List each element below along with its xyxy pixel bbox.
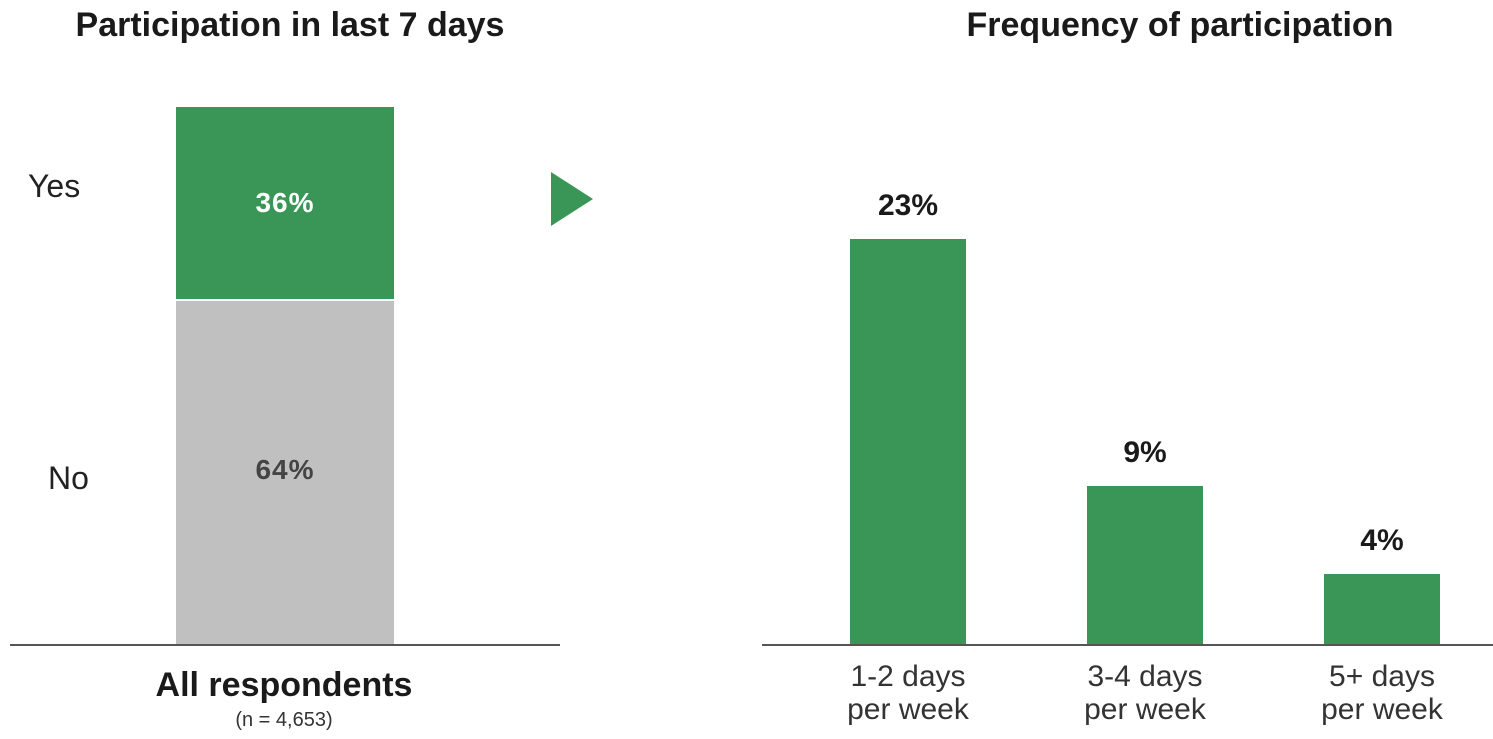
- series-label-no: No: [48, 460, 89, 496]
- bar-2: [1087, 485, 1203, 644]
- left-baseline: [10, 644, 560, 646]
- series-label-yes: Yes: [28, 168, 81, 204]
- bar-value-label-3: 4%: [1360, 523, 1404, 557]
- stack-segment-no: 64%: [176, 300, 394, 644]
- bar-1: [850, 239, 966, 644]
- stack-segment-yes-label: 36%: [255, 187, 315, 218]
- right-chart-title: Frequency of participation: [966, 6, 1394, 44]
- category-label-line: 5+ days: [1329, 660, 1435, 693]
- category-label-1: 1-2 days per week: [798, 660, 1018, 726]
- sample-size-note: (n = 4,653): [235, 709, 333, 731]
- bar-value-label-1: 23%: [877, 189, 939, 222]
- right-baseline: [762, 644, 1493, 646]
- category-label-3: 5+ days per week: [1272, 660, 1492, 726]
- category-label-all-respondents: All respondents: [155, 666, 413, 704]
- left-chart-title: Participation in last 7 days: [75, 6, 505, 44]
- stack-divider: [176, 299, 394, 302]
- stack-segment-no-label: 64%: [255, 454, 315, 486]
- category-label-line: 1-2 days: [850, 660, 966, 693]
- category-label-2: 3-4 days per week: [1035, 660, 1255, 726]
- category-label-line: per week: [847, 693, 969, 726]
- category-label-line: per week: [1321, 693, 1443, 726]
- bar-3: [1324, 573, 1440, 644]
- category-label-line: 3-4 days: [1087, 660, 1203, 693]
- triangle-right-icon: [551, 172, 593, 226]
- bar-value-label-2: 9%: [1123, 435, 1167, 469]
- stack-segment-yes: 36%: [176, 107, 394, 301]
- category-label-line: per week: [1084, 693, 1206, 726]
